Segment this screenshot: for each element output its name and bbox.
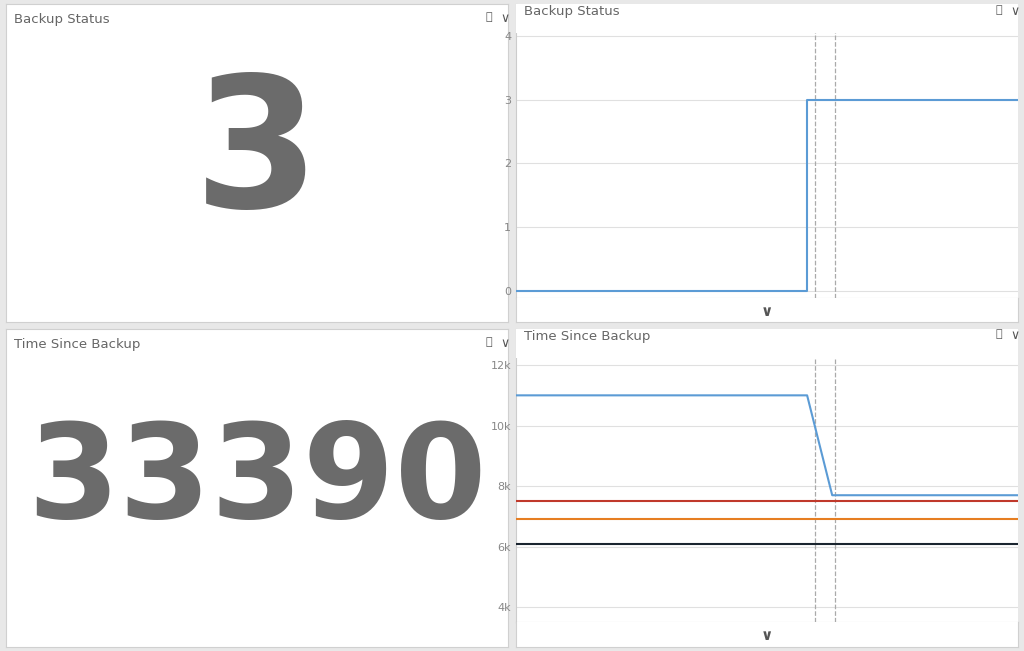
- Text: ⤢: ⤢: [485, 12, 492, 22]
- Text: ∨: ∨: [761, 628, 773, 643]
- Text: Time Since Backup: Time Since Backup: [13, 339, 140, 352]
- Text: Time Since Backup: Time Since Backup: [523, 329, 650, 342]
- Text: 33390: 33390: [28, 418, 486, 545]
- Text: ∨: ∨: [501, 12, 510, 25]
- Text: ∨: ∨: [761, 303, 773, 318]
- Text: ⤢: ⤢: [995, 329, 1001, 339]
- Text: ∨: ∨: [501, 337, 510, 350]
- Text: ∨: ∨: [1011, 329, 1020, 342]
- Text: ⤢: ⤢: [995, 5, 1001, 14]
- Text: 3: 3: [195, 69, 319, 245]
- Text: ∨: ∨: [1011, 5, 1020, 18]
- Text: Backup Status: Backup Status: [13, 14, 110, 27]
- Text: Backup Status: Backup Status: [523, 5, 620, 18]
- Text: ⤢: ⤢: [485, 337, 492, 347]
